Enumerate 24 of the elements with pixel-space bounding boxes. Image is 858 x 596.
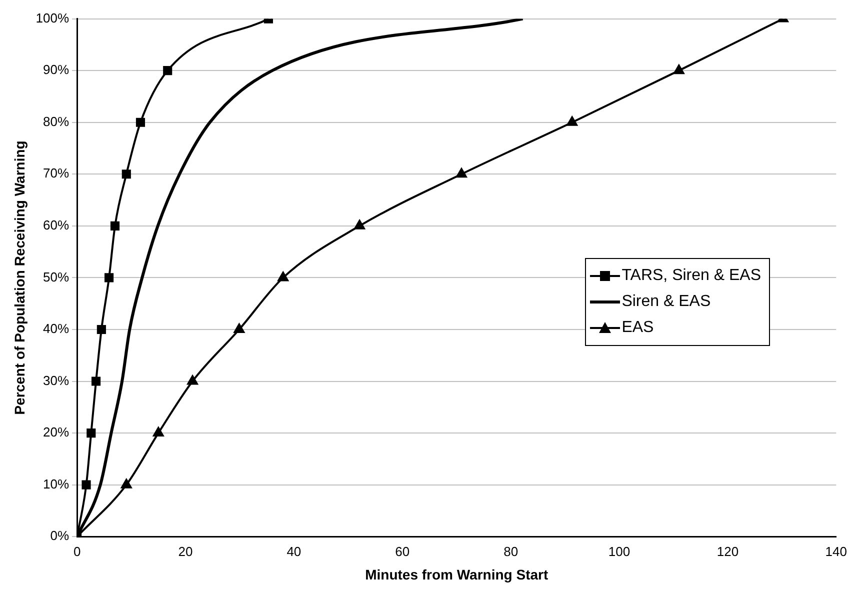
legend-label: TARS, Siren & EAS <box>622 267 761 285</box>
y-tick-label: 70% <box>43 166 70 181</box>
y-tick-label: 100% <box>36 10 70 26</box>
legend-label: EAS <box>622 319 654 337</box>
legend-label: Siren & EAS <box>622 293 711 311</box>
y-tick-label: 60% <box>43 218 70 232</box>
x-tick-label: 40 <box>286 544 302 559</box>
y-axis-title: Percent of Population Receiving Warning <box>11 140 28 415</box>
x-tick-label: 140 <box>825 544 848 559</box>
x-tick-label: 100 <box>608 544 630 559</box>
y-tick-label: 10% <box>43 476 70 492</box>
x-tick-label: 20 <box>178 544 193 559</box>
y-tick-label: 90% <box>43 62 70 78</box>
x-tick-label: 0 <box>73 544 81 559</box>
y-tick-label: 0% <box>50 528 70 544</box>
y-tick-label: 40% <box>43 321 70 336</box>
y-tick-label: 80% <box>43 114 70 129</box>
x-tick-label: 80 <box>504 544 518 559</box>
x-tick-label: 120 <box>716 544 739 559</box>
x-tick-label: 60 <box>395 544 410 559</box>
y-tick-label: 30% <box>43 372 70 388</box>
y-tick-label: 50% <box>43 269 70 284</box>
y-tick-label: 20% <box>43 424 70 440</box>
x-axis-title: Minutes from Warning Start <box>365 566 548 582</box>
